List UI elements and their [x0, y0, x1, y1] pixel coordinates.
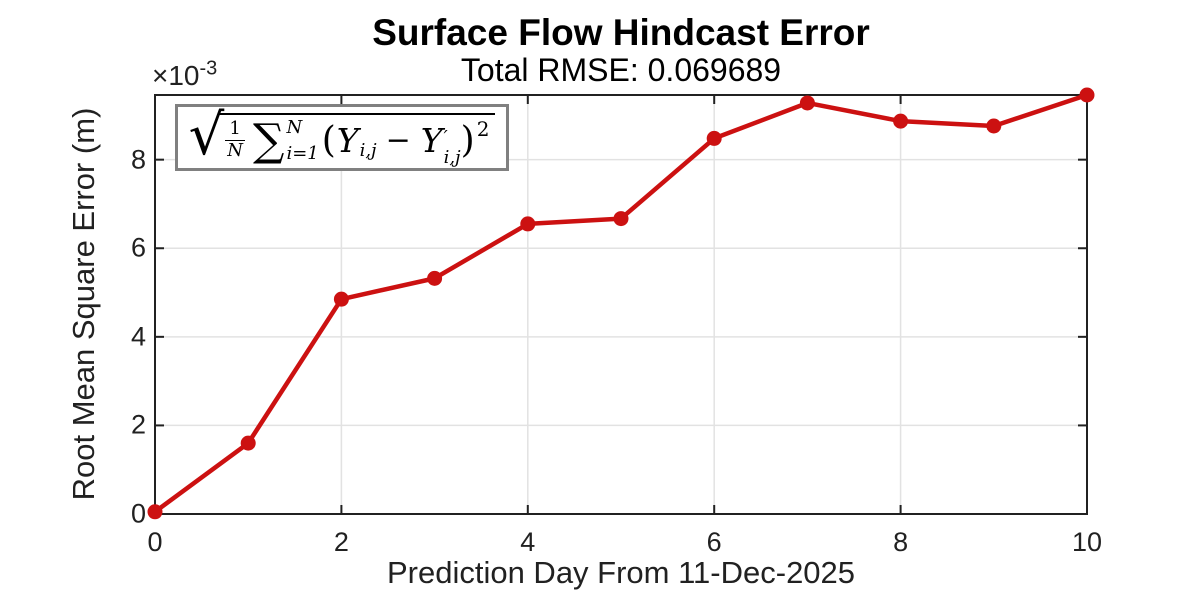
term2-variable: Y: [420, 121, 443, 160]
sigma-lower-limit: i=1: [286, 142, 319, 164]
minus-operator: −: [385, 122, 411, 158]
x-tick-label: 10: [1071, 527, 1103, 557]
data-point-marker: [986, 118, 1002, 134]
close-paren: ): [460, 119, 475, 161]
data-point-marker: [893, 113, 909, 129]
squared-exponent: 2: [476, 116, 490, 141]
y-tick-label: 2: [130, 409, 146, 440]
formula-fraction: 1 N: [225, 118, 246, 161]
rmse-formula-annotation: √ 1 N ∑ N i=1 ( Y i,j − Y ′: [175, 104, 509, 171]
formula-expression: ( Y i,j − Y ′ i,j ) 2: [321, 116, 490, 167]
sigma-limits: N i=1: [286, 117, 318, 165]
data-point-marker: [613, 211, 629, 227]
chart-subtitle: Total RMSE: 0.069689: [460, 52, 782, 88]
term1-subscript: i,j: [359, 139, 377, 161]
data-point-marker: [520, 216, 536, 232]
chart-title: Surface Flow Hindcast Error: [372, 12, 870, 53]
data-point-marker: [799, 95, 815, 111]
sigma-symbol: ∑: [253, 114, 285, 166]
y-exp-base: ×10: [152, 60, 200, 91]
x-axis-label: Prediction Day From 11-Dec-2025: [386, 555, 856, 590]
data-point-marker: [147, 504, 163, 520]
radical-symbol: √: [188, 102, 225, 168]
data-point-marker: [1079, 87, 1095, 103]
x-tick-label: 6: [706, 527, 722, 557]
open-paren: (: [321, 119, 336, 161]
term2-subscript: i,j: [443, 146, 461, 168]
x-tick-label: 2: [333, 527, 349, 557]
x-tick-label: 0: [147, 527, 163, 557]
y-axis-scale-exponent: ×10-3: [152, 57, 218, 92]
term2-prime: ′: [443, 126, 448, 148]
y-exp-power: -3: [199, 57, 218, 80]
y-tick-label: 0: [130, 498, 146, 529]
x-tick-label: 4: [520, 527, 536, 557]
fraction-denominator: N: [225, 140, 246, 161]
data-point-marker: [240, 435, 256, 451]
axes-box: [154, 94, 1088, 515]
term1-variable: Y: [336, 121, 359, 160]
formula-under-radical: 1 N ∑ N i=1 ( Y i,j − Y ′ i,j: [218, 112, 496, 167]
y-tick-label: 4: [130, 321, 146, 352]
y-tick-label: 8: [130, 144, 146, 175]
formula-sqrt: √ 1 N ∑ N i=1 ( Y i,j − Y ′: [188, 102, 496, 168]
data-point-marker: [333, 291, 349, 307]
data-point-marker: [706, 130, 722, 146]
fraction-numerator: 1: [229, 118, 241, 140]
data-point-marker: [427, 270, 443, 286]
term2-prime-subscript: ′ i,j: [443, 126, 461, 168]
x-tick-label: 8: [893, 527, 909, 557]
sigma-upper-limit: N: [286, 116, 303, 138]
y-tick-label: 6: [130, 232, 146, 263]
